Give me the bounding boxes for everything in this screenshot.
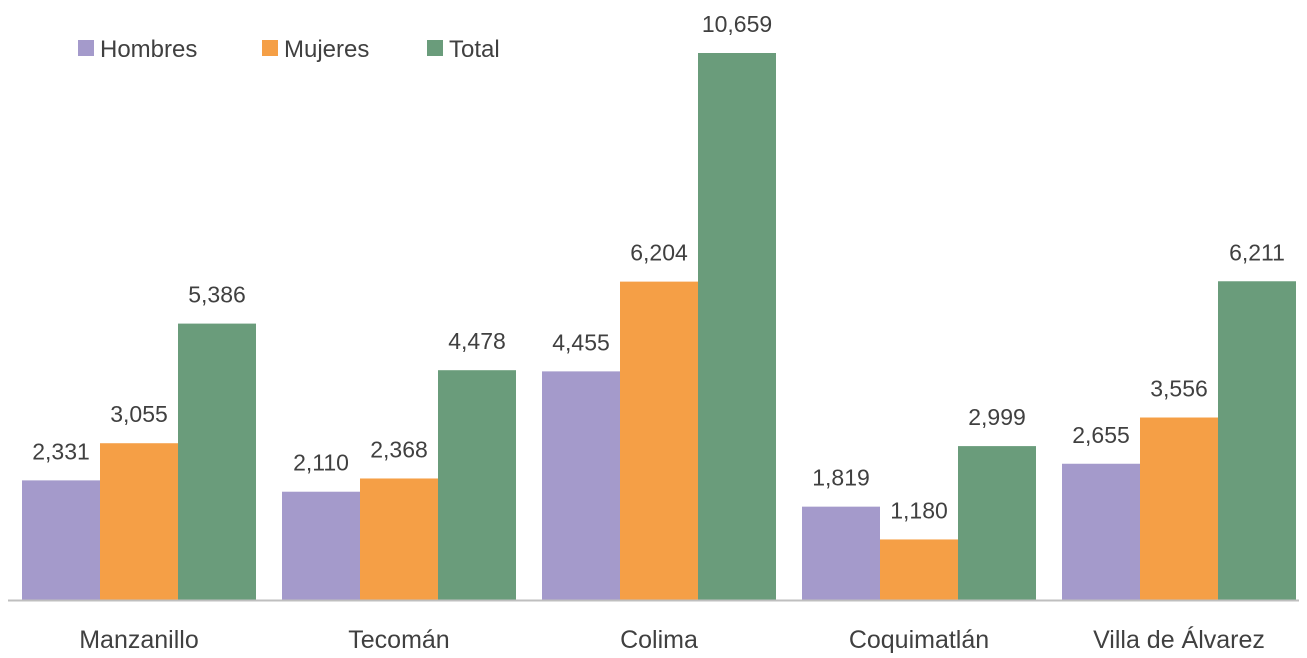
legend-swatch-mujeres	[262, 40, 278, 56]
data-label-hombres-tecoman: 2,110	[293, 450, 349, 476]
bar-hombres-colima	[542, 371, 620, 600]
bars	[22, 53, 1296, 600]
legend-swatch-hombres	[78, 40, 94, 56]
data-label-mujeres-villa-de-alvarez: 3,556	[1150, 376, 1208, 402]
legend-label-mujeres: Mujeres	[284, 36, 369, 63]
bar-total-villa-de-alvarez	[1218, 281, 1296, 600]
bar-total-colima	[698, 53, 776, 600]
bar-mujeres-manzanillo	[100, 443, 178, 600]
bar-mujeres-tecoman	[360, 478, 438, 600]
legend-swatch-total	[427, 40, 443, 56]
category-label-tecoman: Tecomán	[348, 626, 449, 654]
data-label-total-colima: 10,659	[702, 11, 772, 37]
data-label-mujeres-colima: 6,204	[630, 240, 688, 266]
category-label-coquimatlan: Coquimatlán	[849, 626, 989, 654]
bar-hombres-tecoman	[282, 491, 360, 600]
data-label-total-coquimatlan: 2,999	[968, 404, 1026, 430]
legend: Hombres Mujeres Total	[78, 36, 500, 63]
data-label-hombres-manzanillo: 2,331	[32, 438, 90, 464]
data-label-mujeres-coquimatlan: 1,180	[890, 497, 948, 523]
legend-label-hombres: Hombres	[100, 36, 197, 63]
data-label-total-manzanillo: 5,386	[188, 282, 246, 308]
bar-total-tecoman	[438, 370, 516, 600]
bar-mujeres-villa-de-alvarez	[1140, 417, 1218, 600]
category-label-villa-de-alvarez: Villa de Álvarez	[1093, 625, 1265, 654]
data-label-mujeres-manzanillo: 3,055	[110, 401, 168, 427]
data-label-total-villa-de-alvarez: 6,211	[1229, 239, 1285, 265]
bar-hombres-coquimatlan	[802, 506, 880, 600]
bar-total-manzanillo	[178, 323, 256, 600]
bar-hombres-manzanillo	[22, 480, 100, 600]
data-label-total-tecoman: 4,478	[448, 328, 506, 354]
category-label-colima: Colima	[620, 626, 698, 654]
bar-mujeres-coquimatlan	[880, 539, 958, 600]
bar-total-coquimatlan	[958, 446, 1036, 600]
data-label-hombres-villa-de-alvarez: 2,655	[1072, 422, 1130, 448]
data-label-hombres-colima: 4,455	[552, 329, 610, 355]
category-labels: Manzanillo Tecomán Colima Coquimatlán Villa …	[79, 625, 1265, 654]
bar-mujeres-colima	[620, 281, 698, 600]
bar-hombres-villa-de-alvarez	[1062, 463, 1140, 600]
data-labels: 2,331 3,055 5,386 2,110 2,368 4,478 4,455 6,204…	[32, 11, 1285, 523]
data-label-hombres-coquimatlan: 1,819	[812, 465, 870, 491]
category-label-manzanillo: Manzanillo	[79, 626, 199, 654]
data-label-mujeres-tecoman: 2,368	[370, 436, 428, 462]
legend-label-total: Total	[449, 36, 500, 63]
